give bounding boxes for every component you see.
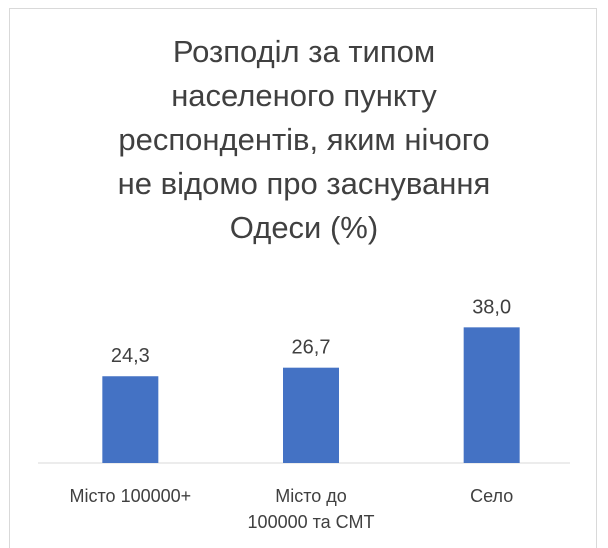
x-tick-label: Місто 100000+	[70, 486, 192, 506]
x-tick-label: Місто до 100000 та СМТ	[248, 486, 375, 532]
chart-title: Розподіл за типом населеного пункту респ…	[117, 34, 491, 245]
chart-frame	[9, 8, 597, 548]
data-label: 26,7	[292, 337, 331, 359]
data-label: 38,0	[472, 296, 511, 318]
x-tick-label: Село	[470, 486, 513, 506]
bar	[463, 327, 520, 463]
data-label: 24,3	[111, 345, 150, 367]
bar	[102, 376, 159, 463]
bar	[283, 367, 339, 463]
